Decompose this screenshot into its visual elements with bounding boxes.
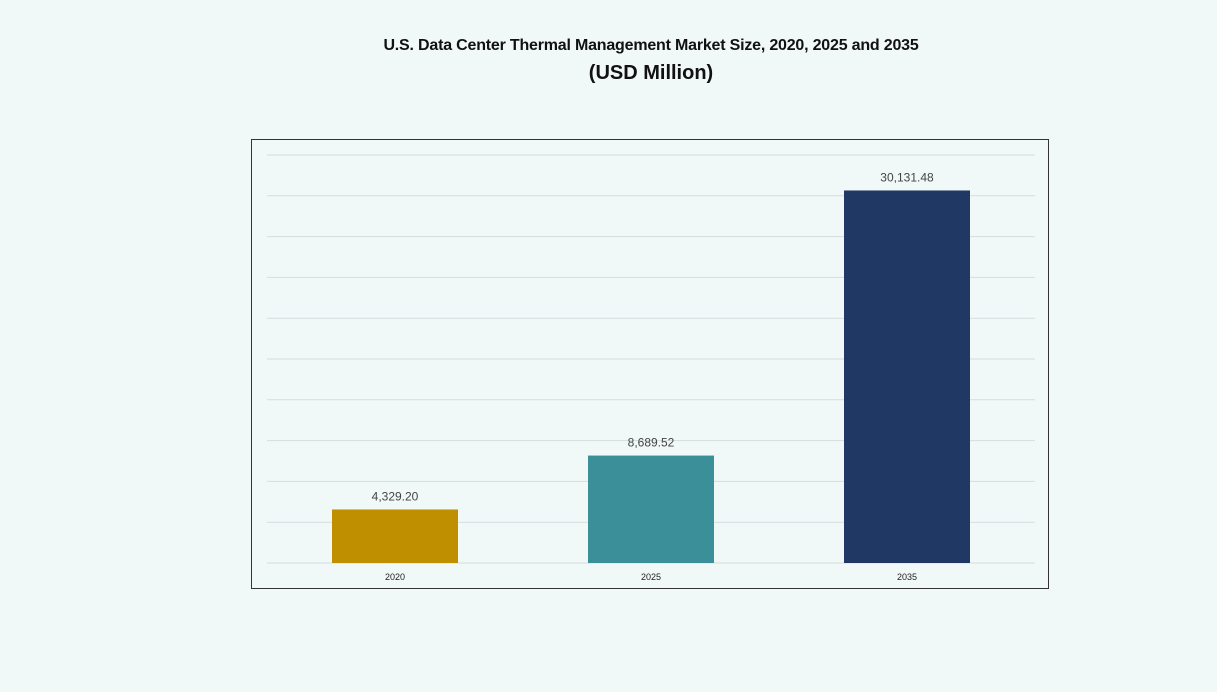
data-label-2035: 30,131.48 (880, 170, 934, 184)
x-tick-label-2035: 2035 (897, 572, 917, 582)
chart-area: 4,329.20 2020 8,689.52 2025 30,131.48 2035 (251, 139, 1049, 589)
bar-chart: 4,329.20 2020 8,689.52 2025 30,131.48 2035 (267, 154, 1035, 582)
x-tick-label-2020: 2020 (385, 572, 405, 582)
data-label-2025: 8,689.52 (628, 436, 675, 450)
bar-2025[interactable] (588, 455, 714, 563)
chart-title: U.S. Data Center Thermal Management Mark… (383, 37, 919, 54)
bar-2020[interactable] (332, 509, 458, 563)
data-label-2020: 4,329.20 (372, 489, 419, 503)
x-tick-label-2025: 2025 (641, 572, 661, 582)
bar-2035[interactable] (844, 190, 970, 563)
chart-subtitle: (USD Million) (588, 62, 714, 84)
